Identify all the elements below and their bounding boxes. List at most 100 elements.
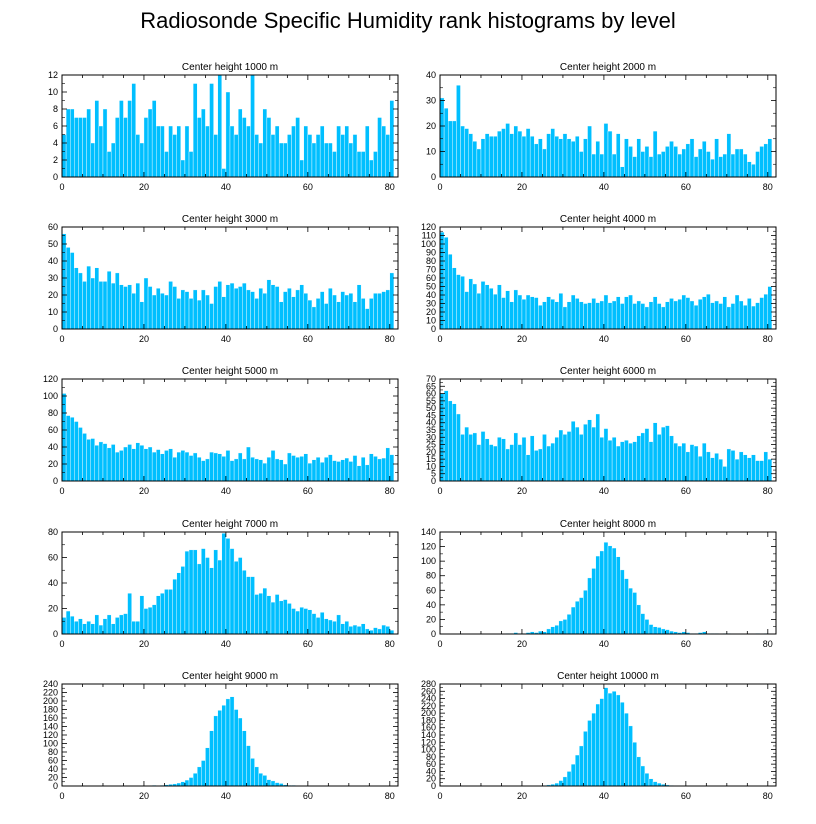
histogram-bar (747, 298, 752, 330)
histogram-bar (229, 548, 235, 635)
x-tick-label: 0 (437, 486, 442, 496)
histogram-bar (221, 533, 227, 635)
histogram-bar (61, 134, 67, 178)
histogram-bar (377, 117, 382, 178)
histogram-bar (233, 561, 239, 635)
histogram-bar (751, 305, 756, 330)
histogram-bar (217, 710, 223, 787)
y-tick-label: 60 (426, 389, 436, 399)
histogram-bar (139, 445, 145, 482)
histogram-bar (90, 438, 95, 482)
histogram-bar (730, 450, 736, 482)
histogram-bar (661, 306, 666, 330)
histogram-bar (295, 289, 300, 330)
histogram-bar (119, 614, 124, 635)
histogram-bar (311, 459, 317, 482)
histogram-bar (283, 291, 288, 330)
histogram-bar (291, 296, 296, 330)
histogram-bar (164, 151, 169, 178)
x-tick-label: 80 (763, 791, 773, 801)
histogram-bar (143, 448, 149, 482)
histogram-bar (69, 108, 75, 178)
histogram-bar (677, 299, 682, 330)
histogram-bar (620, 441, 625, 482)
histogram-bar (661, 628, 666, 635)
y-tick-label: 20 (48, 773, 58, 783)
y-tick-label: 30 (426, 96, 436, 106)
y-tick-label: 2 (53, 155, 58, 165)
histogram-bar (192, 773, 198, 787)
histogram-bar (315, 457, 321, 482)
histogram-bar (123, 613, 128, 635)
histogram-bar (246, 745, 251, 787)
histogram-bar (579, 434, 584, 482)
x-tick-label: 20 (139, 182, 149, 192)
histogram-bar (209, 303, 214, 330)
histogram-bar (648, 778, 654, 787)
histogram-bar (221, 705, 227, 787)
histogram-bar (172, 134, 177, 178)
histogram-bar (270, 284, 276, 330)
histogram-bar (624, 138, 629, 178)
histogram-bar (110, 623, 116, 635)
histogram-bar (640, 765, 646, 787)
histogram-bar (348, 461, 354, 482)
histogram-bar (603, 542, 609, 635)
histogram-bar (447, 400, 453, 482)
histogram-bar (319, 291, 325, 330)
y-tick-label: 0 (53, 629, 58, 639)
y-tick-label: 70 (426, 265, 436, 275)
histogram-bar (685, 297, 691, 330)
histogram-bar (575, 601, 580, 635)
histogram-bar (575, 426, 580, 482)
histogram-bar (356, 626, 362, 635)
histogram-bar (603, 123, 609, 178)
histogram-bar (607, 692, 613, 787)
histogram-bar (172, 578, 177, 635)
histogram-bar (295, 610, 300, 635)
panel-title: Center height 6000 m (560, 366, 656, 377)
histogram-bar (98, 624, 104, 635)
y-tick-label: 30 (48, 273, 58, 283)
histogram-bar (648, 156, 654, 178)
histogram-bar (242, 117, 247, 178)
histogram-bar (591, 153, 596, 178)
histogram-bar (176, 572, 182, 635)
histogram-bar (373, 151, 378, 178)
histogram-bar (213, 286, 218, 330)
histogram-bar (102, 443, 108, 482)
histogram-bar (344, 125, 350, 178)
histogram-bar (599, 550, 605, 635)
histogram-bar (197, 299, 202, 330)
histogram-bar (143, 117, 149, 178)
histogram-bar (209, 83, 214, 178)
histogram-bar (628, 587, 633, 635)
histogram-bar (607, 302, 613, 330)
histogram-bar (270, 780, 276, 787)
y-tick-label: 100 (421, 745, 436, 755)
histogram-bar (160, 453, 165, 482)
histogram-bar (644, 428, 650, 482)
x-tick-label: 0 (437, 639, 442, 649)
x-tick-label: 20 (139, 791, 149, 801)
histogram-bar (389, 629, 395, 635)
histogram-bar (258, 288, 263, 330)
x-tick-label: 0 (59, 791, 64, 801)
histogram-bar (611, 153, 617, 178)
x-tick-label: 0 (59, 639, 64, 649)
histogram-bar (106, 447, 112, 482)
histogram-bar (270, 450, 276, 482)
histogram-bar (188, 549, 194, 635)
histogram-bar (452, 267, 457, 330)
histogram-bar (160, 593, 165, 635)
x-tick-label: 60 (681, 486, 691, 496)
y-tick-label: 40 (426, 600, 436, 610)
histogram-bar (233, 458, 239, 482)
x-tick-label: 20 (139, 486, 149, 496)
histogram-bar (250, 291, 255, 330)
histogram-bar (147, 286, 153, 330)
histogram-bar (689, 444, 695, 482)
histogram-bar (656, 303, 662, 330)
histogram-bar (94, 445, 100, 482)
histogram-bar (464, 426, 469, 482)
